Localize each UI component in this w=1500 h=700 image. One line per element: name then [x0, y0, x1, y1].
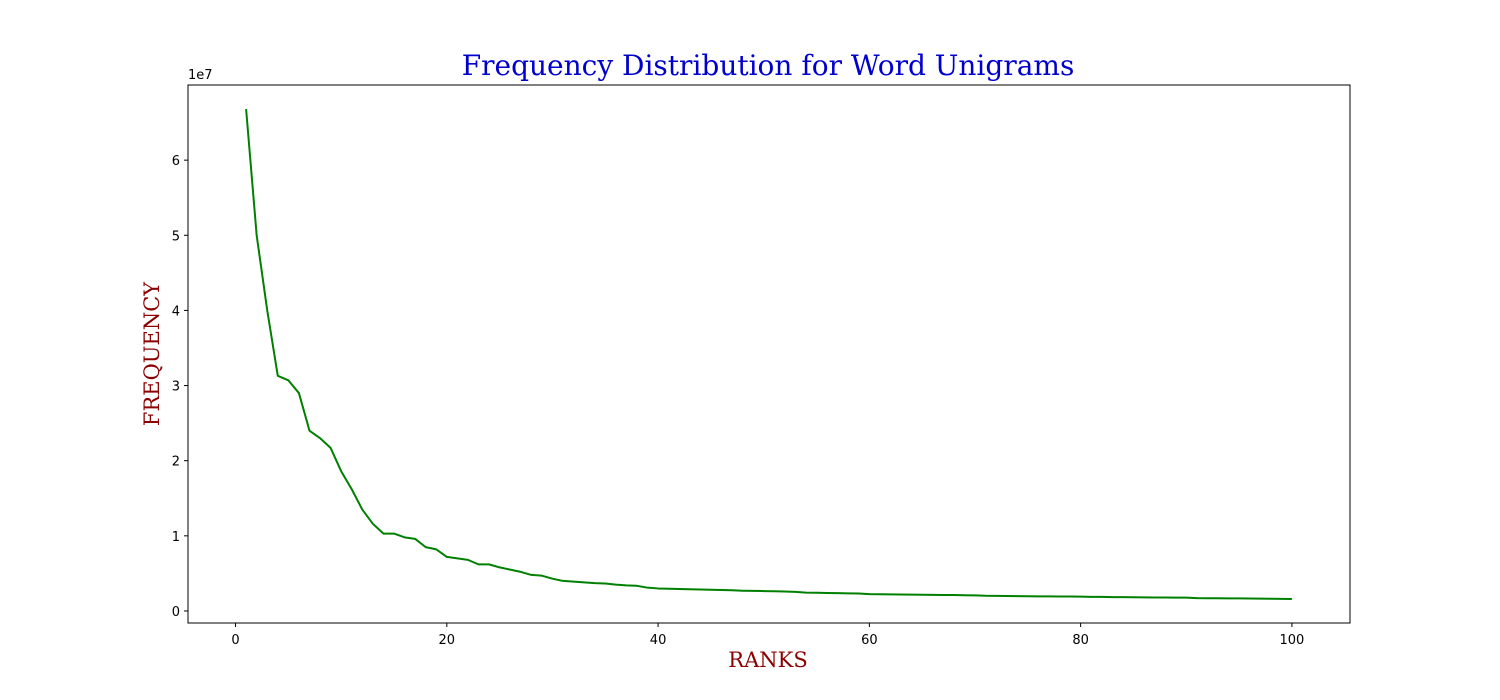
- y-tick-label: 1: [172, 530, 180, 545]
- y-tick-label: 4: [172, 304, 180, 319]
- x-tick-label: 60: [861, 633, 878, 648]
- y-tick-label: 0: [172, 605, 180, 620]
- x-tick-label: 100: [1279, 633, 1304, 648]
- x-axis-title: RANKS: [728, 648, 807, 672]
- series-layer: [245, 108, 1292, 600]
- x-tick-label: 80: [1072, 633, 1089, 648]
- y-tick-label: 6: [172, 154, 180, 169]
- x-tick-label: 40: [650, 633, 667, 648]
- y-tick-label: 5: [172, 229, 180, 244]
- y-axis-offset-label: 1e7: [188, 68, 213, 83]
- y-axis-title: FREQUENCY: [140, 281, 164, 426]
- x-tick-label: 0: [231, 633, 239, 648]
- y-axis-ticks: 0 1 2 3 4 5 6: [172, 154, 188, 620]
- x-tick-label: 20: [439, 633, 456, 648]
- axes-frame: [187, 84, 1351, 624]
- y-tick-label: 2: [172, 455, 180, 470]
- plot-area: 0 20 40 60 80 100 0 1 2 3 4 5 6: [172, 84, 1351, 648]
- series-line-0: [245, 108, 1292, 600]
- y-tick-label: 3: [172, 380, 180, 395]
- chart-title: Frequency Distribution for Word Unigrams: [462, 49, 1075, 82]
- x-axis-ticks: 0 20 40 60 80 100: [231, 623, 1304, 648]
